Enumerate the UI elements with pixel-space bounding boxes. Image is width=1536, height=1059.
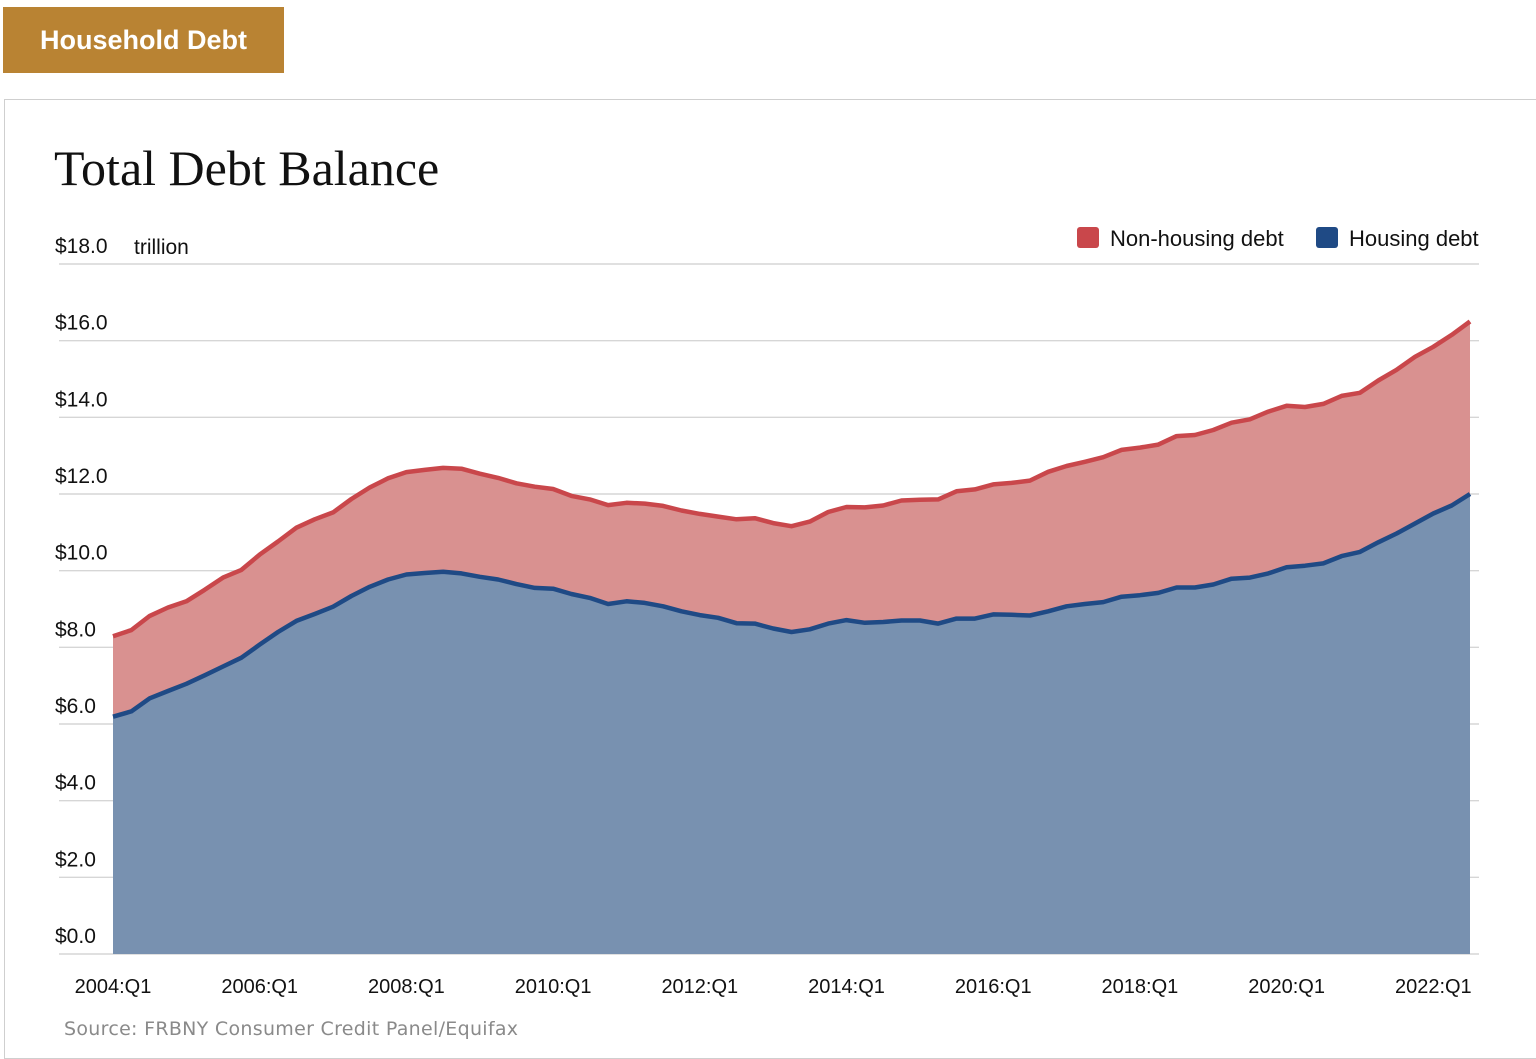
y-tick-label: $8.0 xyxy=(55,618,96,641)
legend-label-non-housing-debt: Non-housing debt xyxy=(1110,226,1284,251)
source-note: Source: FRBNY Consumer Credit Panel/Equi… xyxy=(64,1018,519,1040)
non-housing-debt-line xyxy=(112,319,1472,639)
y-tick-label: $6.0 xyxy=(55,695,96,718)
x-tick-label: 2016:Q1 xyxy=(955,976,1032,998)
unit-label: trillion xyxy=(134,236,189,259)
y-axis-tick-labels: $0.0 $2.0 $4.0 $6.0 $8.0 $10.0 $12.0 $14.0 $16.0… xyxy=(55,235,108,948)
x-axis-tick-labels: 2004:Q1 2006:Q1 2008:Q1 2010:Q1 2012:Q1 2014:… xyxy=(75,976,1472,998)
y-tick-label: $10.0 xyxy=(55,542,108,565)
y-tick-label: $4.0 xyxy=(55,772,96,795)
x-tick-label: 2008:Q1 xyxy=(368,976,445,998)
y-tick-label: $2.0 xyxy=(55,848,96,871)
household-debt-tab[interactable]: Household Debt xyxy=(3,7,284,73)
x-tick-label: 2018:Q1 xyxy=(1102,976,1179,998)
x-tick-label: 2012:Q1 xyxy=(661,976,738,998)
x-tick-label: 2004:Q1 xyxy=(75,976,152,998)
housing-debt-line xyxy=(112,492,1472,719)
chart-legend: Non-housing debt Housing debt xyxy=(1077,226,1479,251)
x-tick-label: 2006:Q1 xyxy=(221,976,298,998)
chart-title: Total Debt Balance xyxy=(54,140,440,196)
x-tick-label: 2014:Q1 xyxy=(808,976,885,998)
legend-label-housing-debt: Housing debt xyxy=(1349,226,1479,251)
legend-swatch-housing-debt xyxy=(1316,227,1338,248)
x-tick-label: 2020:Q1 xyxy=(1248,976,1325,998)
legend-swatch-non-housing-debt xyxy=(1077,227,1099,248)
y-tick-label: $0.0 xyxy=(55,925,96,948)
x-tick-label: 2010:Q1 xyxy=(515,976,592,998)
y-tick-label: $18.0 xyxy=(55,235,108,258)
housing-debt-area xyxy=(113,494,1470,954)
non-housing-debt-area xyxy=(113,321,1470,717)
y-tick-label: $12.0 xyxy=(55,465,108,488)
y-tick-label: $14.0 xyxy=(55,388,108,411)
y-tick-label: $16.0 xyxy=(55,312,108,335)
x-tick-label: 2022:Q1 xyxy=(1395,976,1472,998)
